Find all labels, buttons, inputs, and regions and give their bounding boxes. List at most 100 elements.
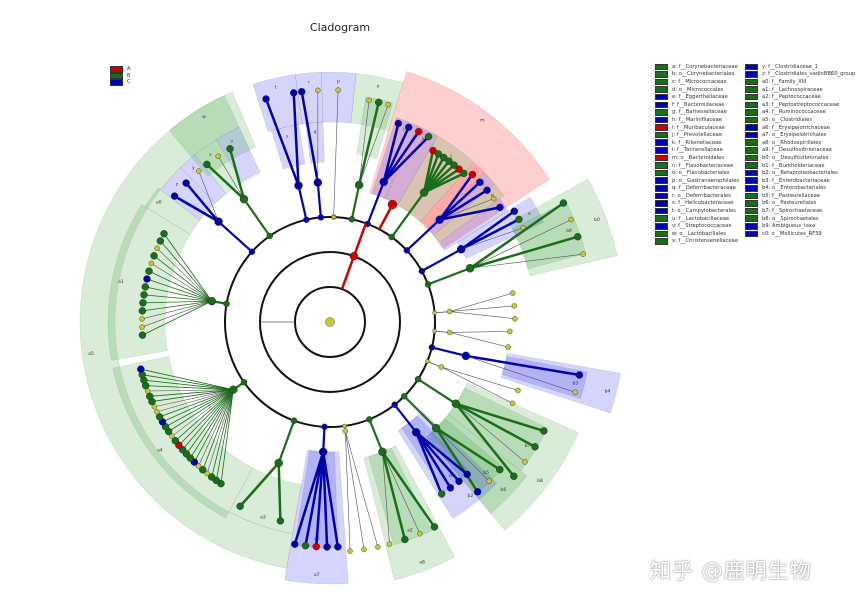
legend-swatch bbox=[655, 139, 668, 146]
legend-swatch bbox=[655, 147, 668, 154]
clade-label: o bbox=[377, 84, 380, 89]
taxon-node bbox=[294, 181, 303, 190]
branch bbox=[417, 378, 457, 405]
taxa-legend-item: c0: o__Mollicutes_RF39 bbox=[745, 230, 855, 238]
branch bbox=[350, 184, 361, 220]
legend-swatch bbox=[745, 230, 758, 238]
branch bbox=[382, 126, 410, 183]
taxon-node bbox=[154, 245, 160, 252]
branch bbox=[147, 389, 234, 392]
taxon-node bbox=[515, 387, 521, 394]
taxon-node bbox=[391, 401, 398, 408]
legend-swatch bbox=[110, 79, 123, 86]
clade-label: v bbox=[230, 139, 233, 144]
branch bbox=[215, 389, 234, 481]
branch bbox=[182, 389, 234, 450]
legend-swatch bbox=[745, 192, 758, 200]
branch bbox=[171, 389, 234, 437]
clade-label: x bbox=[209, 153, 212, 158]
taxon-node bbox=[450, 161, 458, 169]
taxon-node bbox=[419, 188, 429, 197]
branch bbox=[368, 418, 384, 453]
legend-swatch bbox=[655, 109, 668, 116]
taxon-node bbox=[394, 119, 403, 128]
taxon-node bbox=[236, 502, 244, 510]
branch bbox=[357, 102, 380, 186]
taxa-legend-item: a0: f__Family_XIII bbox=[745, 78, 855, 86]
legend-swatch bbox=[745, 86, 758, 93]
taxon-label: j: f__Prevotellaceae bbox=[672, 132, 723, 139]
taxa-legend-item: b8: o__Spirochaetales bbox=[745, 215, 855, 223]
taxon-node bbox=[424, 132, 433, 141]
branch bbox=[415, 431, 460, 483]
taxon-label: b9: Ambiguous_taxa bbox=[762, 223, 816, 230]
taxon-node bbox=[446, 484, 455, 492]
taxon-label: e: f__Eggerthellaceae bbox=[672, 94, 728, 101]
clade-label: y bbox=[192, 166, 195, 171]
branch bbox=[198, 389, 234, 467]
taxon-node bbox=[342, 423, 347, 429]
branch bbox=[145, 286, 212, 302]
clade-highlight-r bbox=[294, 71, 324, 125]
legend-swatch bbox=[745, 169, 758, 177]
branch bbox=[185, 182, 220, 223]
taxon-node bbox=[323, 543, 331, 551]
branch bbox=[154, 389, 234, 408]
taxon-node bbox=[379, 177, 388, 187]
branch bbox=[156, 389, 234, 413]
taxon-node bbox=[154, 409, 160, 415]
taxon-node bbox=[229, 385, 238, 394]
legend-swatch bbox=[655, 223, 668, 230]
taxon-node bbox=[432, 310, 437, 316]
taxa-legend-item: w: o__Lactobacillales bbox=[655, 230, 739, 238]
taxa-legend-item: a8: o__Rhodospirillales bbox=[745, 139, 855, 147]
taxa-legend-item: h: f__Marinifilaceae bbox=[655, 116, 739, 124]
taxa-legend-item: b9: Ambiguous_taxa bbox=[745, 222, 855, 230]
branch bbox=[316, 182, 322, 218]
taxon-label: g: f__Barnesiellaceae bbox=[672, 109, 727, 116]
branch bbox=[438, 173, 474, 221]
taxa-legend-item: b4: o__Enterobacteriales bbox=[745, 185, 855, 193]
taxon-node bbox=[348, 216, 356, 223]
taxon-node bbox=[385, 101, 391, 108]
branch bbox=[315, 451, 325, 547]
branch bbox=[423, 172, 465, 194]
taxa-legend-item: p: o__Gastranaerophilales bbox=[655, 177, 739, 185]
legend-swatch bbox=[655, 116, 668, 124]
taxon-node bbox=[510, 400, 516, 407]
branch bbox=[333, 90, 339, 218]
branch bbox=[198, 170, 219, 222]
taxon-node bbox=[321, 423, 328, 431]
branch bbox=[292, 92, 300, 186]
clade-label: a9 bbox=[566, 228, 572, 234]
clade-label: m bbox=[480, 118, 484, 123]
legend-swatch bbox=[655, 162, 668, 169]
backbone-ring bbox=[224, 216, 436, 428]
taxon-label: a2: f__Peptococcaceae bbox=[762, 94, 821, 101]
taxon-node bbox=[522, 459, 528, 465]
taxon-node bbox=[248, 248, 256, 255]
taxon-label: b5: f__Pasteurellaceae bbox=[762, 192, 820, 199]
taxa-legend-column-1: a: f__Corynebacteriaceae b: o__Corynebact… bbox=[655, 63, 739, 245]
branch bbox=[460, 210, 516, 251]
clade-label: b2 bbox=[467, 493, 473, 499]
branch bbox=[239, 462, 280, 508]
branch bbox=[438, 181, 481, 221]
taxon-node bbox=[496, 203, 504, 212]
taxon-label: b7: f__Spirochaetaceae bbox=[762, 208, 823, 215]
taxon-node bbox=[574, 233, 582, 241]
branch bbox=[415, 431, 468, 476]
taxon-node bbox=[411, 428, 421, 437]
branch bbox=[439, 198, 494, 220]
legend-swatch bbox=[655, 86, 668, 93]
taxa-legend-item: l: f__Tannerellaceae bbox=[655, 147, 739, 155]
legend-swatch bbox=[655, 93, 668, 101]
branch bbox=[264, 98, 300, 187]
clade-highlight-n bbox=[356, 96, 394, 159]
branch bbox=[206, 163, 245, 201]
taxon-node bbox=[223, 300, 230, 307]
taxon-node bbox=[455, 477, 463, 486]
taxon-node bbox=[262, 95, 270, 103]
taxon-node bbox=[140, 291, 148, 299]
legend-swatch bbox=[745, 162, 758, 169]
